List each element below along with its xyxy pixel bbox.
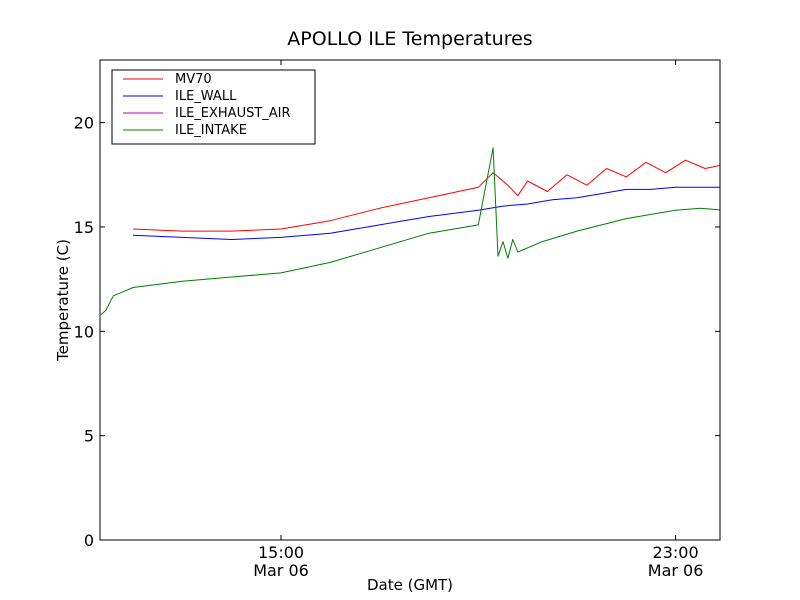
y-tick-label: 10 bbox=[74, 322, 94, 341]
legend: MV70 ILE_WALL ILE_EXHAUST_AIR ILE_INTAKE bbox=[111, 69, 316, 145]
x-tick-label-time: 23:00 bbox=[653, 543, 699, 562]
plot-frame bbox=[99, 59, 721, 541]
y-axis: 0 5 10 15 20 bbox=[74, 114, 720, 550]
y-axis-label: Temperature (C) bbox=[54, 239, 72, 362]
y-tick-label: 15 bbox=[74, 218, 94, 237]
y-tick-label: 0 bbox=[84, 531, 94, 550]
series-line-mv70 bbox=[132, 159, 720, 232]
series-line-ile-intake bbox=[100, 147, 720, 315]
x-tick-label-date: Mar 06 bbox=[253, 561, 309, 580]
series-layer bbox=[100, 147, 720, 315]
x-tick-label-time: 15:00 bbox=[258, 543, 304, 562]
x-tick-label-date: Mar 06 bbox=[648, 561, 704, 580]
series-line-ile-wall bbox=[132, 186, 720, 240]
y-tick-label: 20 bbox=[74, 114, 94, 133]
legend-label: ILE_WALL bbox=[175, 89, 237, 104]
x-axis-label: Date (GMT) bbox=[367, 576, 453, 594]
legend-label: ILE_EXHAUST_AIR bbox=[175, 106, 291, 121]
chart-title: APOLLO ILE Temperatures bbox=[287, 28, 532, 50]
legend-label: MV70 bbox=[175, 72, 212, 87]
legend-label: ILE_INTAKE bbox=[175, 123, 247, 138]
legend-box bbox=[111, 69, 316, 145]
y-tick-label: 5 bbox=[84, 427, 94, 446]
